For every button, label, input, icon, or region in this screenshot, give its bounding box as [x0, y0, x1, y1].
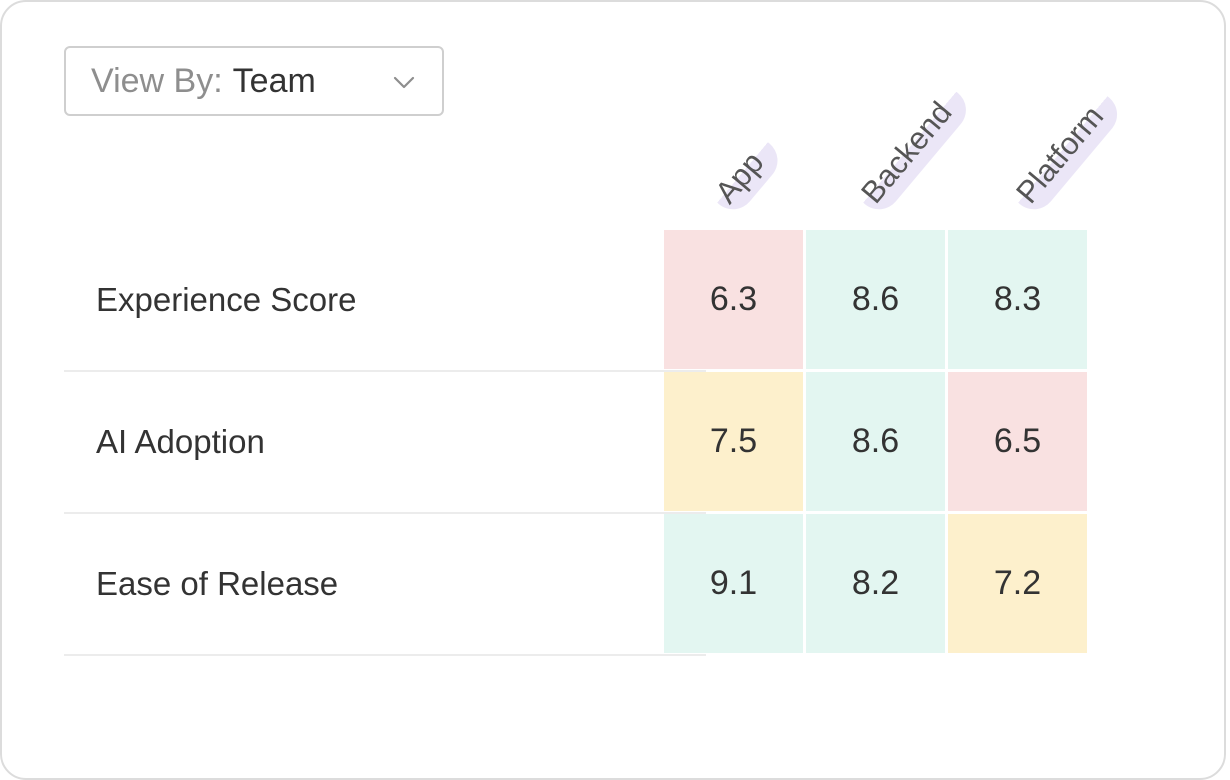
heatmap-cell: 8.2 [806, 514, 945, 653]
chevron-down-icon [393, 76, 415, 89]
heatmap-cell: 6.3 [664, 230, 803, 369]
view-by-value: Team [232, 61, 316, 100]
column-label: Platform [1003, 83, 1127, 219]
heatmap-cell: 8.6 [806, 372, 945, 511]
heatmap-cell: 9.1 [664, 514, 803, 653]
heatmap-cell: 7.2 [948, 514, 1087, 653]
row-divider [64, 512, 706, 514]
row-divider [64, 370, 706, 372]
view-by-label: View By: [91, 61, 223, 100]
row-label-ai-adoption: AI Adoption [96, 423, 265, 460]
heatmap-cell: 8.6 [806, 230, 945, 369]
row-divider [64, 654, 706, 656]
column-label: App [702, 129, 787, 219]
view-by-dropdown[interactable]: View By: Team [64, 46, 444, 116]
heatmap-cell: 7.5 [664, 372, 803, 511]
row-label-experience-score: Experience Score [96, 281, 357, 318]
row-label-ease-of-release: Ease of Release [96, 565, 339, 602]
column-label: Backend [848, 79, 975, 219]
heatmap-cell: 8.3 [948, 230, 1087, 369]
heatmap-cell: 6.5 [948, 372, 1087, 511]
